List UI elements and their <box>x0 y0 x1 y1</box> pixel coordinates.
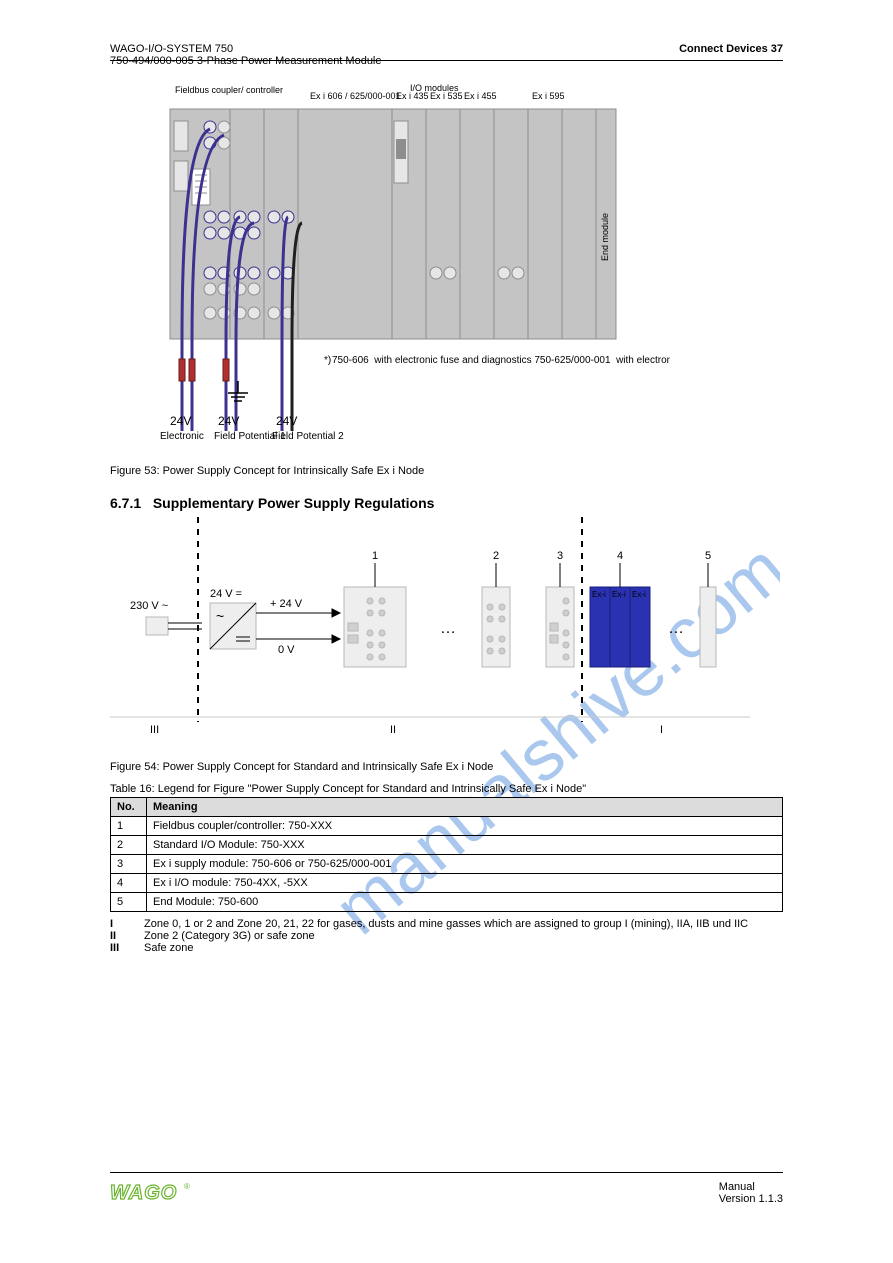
page-footer: WAGO ® Manual Version 1.1.3 <box>110 1181 783 1205</box>
cell: 2 <box>111 836 147 855</box>
table-row: 4 Ex i I/O module: 750-4XX, -5XX <box>111 874 783 893</box>
figure-53-caption: Figure 53: Power Supply Concept for Intr… <box>110 465 783 477</box>
cell: Fieldbus coupler/controller: 750-XXX <box>147 817 783 836</box>
page-header: WAGO-I/O-SYSTEM 750 750-494/000-005 3-Ph… <box>110 43 783 67</box>
callout-5: 5 <box>705 550 711 562</box>
psu: ~ 24 V = <box>210 588 256 649</box>
region-sym: III <box>110 942 132 954</box>
module-row: … <box>344 587 716 667</box>
fig53-footnote: *) 750-606 with electronic fuse and diag… <box>324 355 670 366</box>
figure-54-svg: 230 V ~ ~ 24 V = + <box>110 517 750 757</box>
mod-label-2: Ex i 535 <box>430 91 463 101</box>
cell: 5 <box>111 893 147 912</box>
dc-rails <box>256 609 340 643</box>
v0-desc: Electronic <box>160 431 204 442</box>
header-left: WAGO-I/O-SYSTEM 750 750-494/000-005 3-Ph… <box>110 43 382 67</box>
region-sym: I <box>110 918 132 930</box>
callout-1: 1 <box>372 550 378 562</box>
callouts: 1 2 3 4 5 <box>372 550 711 587</box>
dc-plus-label: + 24 V <box>270 598 303 610</box>
std-modules <box>230 109 298 339</box>
legend-head-no: No. <box>111 798 147 817</box>
page: WAGO-I/O-SYSTEM 750 750-494/000-005 3-Ph… <box>110 60 783 1173</box>
footnote-text: 750-606 with electronic fuse and diagnos… <box>332 355 670 366</box>
region-legend: I Zone 0, 1 or 2 and Zone 20, 21, 22 for… <box>110 918 783 954</box>
svg-text:Ex-i: Ex-i <box>592 590 606 599</box>
figure-54: 230 V ~ ~ 24 V = + <box>110 517 783 773</box>
region-sym: II <box>110 930 132 942</box>
mod-label-3: Ex i 455 <box>464 91 497 101</box>
svg-text:Ex-i: Ex-i <box>632 590 646 599</box>
svg-text:…: … <box>440 620 456 637</box>
mod-label-0: Ex i 606 / 625/000-001 <box>310 91 401 101</box>
header-right: Connect Devices 37 <box>679 43 783 67</box>
svg-text:WAGO: WAGO <box>110 1182 177 1204</box>
table-row: 1 Fieldbus coupler/controller: 750-XXX <box>111 817 783 836</box>
list-item: II Zone 2 (Category 3G) or safe zone <box>110 930 783 942</box>
numeral-right: I <box>660 724 663 736</box>
front-device <box>394 121 408 183</box>
section-title-text: Supplementary Power Supply Regulations <box>153 495 435 511</box>
footer-version: Version 1.1.3 <box>719 1193 783 1205</box>
legend-caption: Table 16: Legend for Figure "Power Suppl… <box>110 783 783 797</box>
legend-head-row: No. Meaning <box>111 798 783 817</box>
region-numerals: III II I <box>150 724 663 736</box>
dc-bus-label: 24 V = <box>210 588 242 600</box>
legend-table: Table 16: Legend for Figure "Power Suppl… <box>110 783 783 912</box>
legend-head-txt: Meaning <box>147 798 783 817</box>
exi-modules: End module <box>298 109 616 339</box>
v2-desc: Field Potential 2 <box>272 431 344 442</box>
region-txt: Zone 0, 1 or 2 and Zone 20, 21, 22 for g… <box>144 918 783 930</box>
coupler-label: Fieldbus coupler/ controller <box>175 85 283 95</box>
svg-text:Ex-i: Ex-i <box>612 590 626 599</box>
mod-label-1: Ex i 435 <box>396 91 429 101</box>
callout-4: 4 <box>617 550 623 562</box>
v2-volt: 24V <box>276 414 297 428</box>
numeral-left: III <box>150 724 159 736</box>
callout-2: 2 <box>493 550 499 562</box>
cell: End Module: 750-600 <box>147 893 783 912</box>
region-txt: Zone 2 (Category 3G) or safe zone <box>144 930 783 942</box>
v0-volt: 24V <box>170 414 191 428</box>
svg-text:~: ~ <box>216 608 224 624</box>
v1-volt: 24V <box>218 414 239 428</box>
table-row: 2 Standard I/O Module: 750-XXX <box>111 836 783 855</box>
cell: Standard I/O Module: 750-XXX <box>147 836 783 855</box>
section-heading: 6.7.1 Supplementary Power Supply Regulat… <box>110 495 783 511</box>
end-module-label: End module <box>600 213 610 261</box>
footnote-mark: *) <box>324 355 331 366</box>
footer-text: Manual Version 1.1.3 <box>719 1181 783 1205</box>
cell: Ex i I/O module: 750-4XX, -5XX <box>147 874 783 893</box>
figure-53: Fieldbus coupler/ controller <box>110 81 783 477</box>
figure-53-svg: Fieldbus coupler/ controller <box>110 81 670 461</box>
svg-text:…: … <box>668 620 684 637</box>
footer-manual: Manual <box>719 1181 755 1193</box>
wago-logo: WAGO ® <box>110 1181 192 1205</box>
cell: 1 <box>111 817 147 836</box>
callout-3: 3 <box>557 550 563 562</box>
inline-fuses <box>179 359 248 401</box>
cell: 4 <box>111 874 147 893</box>
cell: 3 <box>111 855 147 874</box>
region-txt: Safe zone <box>144 942 783 954</box>
table-row: 5 End Module: 750-600 <box>111 893 783 912</box>
supply-labels: 24V Electronic 24V Field Potential 1 24V… <box>160 414 344 442</box>
table-row: 3 Ex i supply module: 750-606 or 750-625… <box>111 855 783 874</box>
module-labels: Ex i 606 / 625/000-001 Ex i 435 Ex i 535… <box>310 91 565 101</box>
svg-text:®: ® <box>184 1182 190 1191</box>
list-item: I Zone 0, 1 or 2 and Zone 20, 21, 22 for… <box>110 918 783 930</box>
dc-zero-label: 0 V <box>278 644 295 656</box>
cell: Ex i supply module: 750-606 or 750-625/0… <box>147 855 783 874</box>
mod-label-4: Ex i 595 <box>532 91 565 101</box>
list-item: III Safe zone <box>110 942 783 954</box>
figure-54-caption: Figure 54: Power Supply Concept for Stan… <box>110 761 783 773</box>
ac-input: 230 V ~ <box>130 600 202 635</box>
ac-input-label: 230 V ~ <box>130 600 168 612</box>
section-num: 6.7.1 <box>110 495 141 511</box>
numeral-mid: II <box>390 724 396 736</box>
